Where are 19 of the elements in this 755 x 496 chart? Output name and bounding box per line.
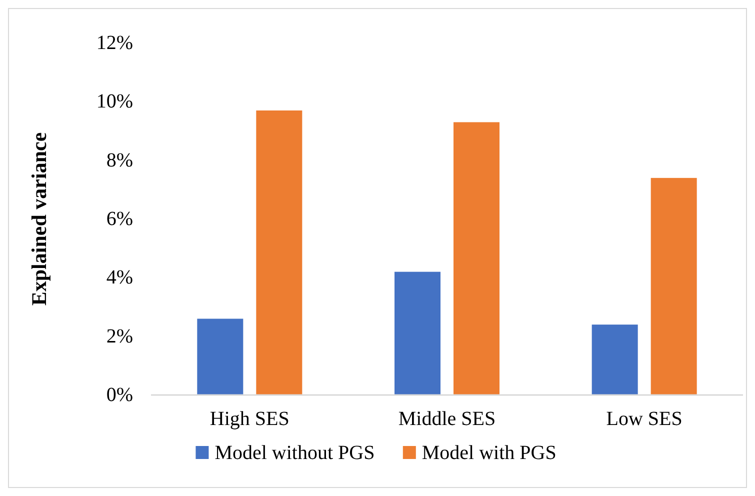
bar xyxy=(256,110,302,395)
y-tick-label: 2% xyxy=(106,325,133,348)
x-tick-label: Middle SES xyxy=(398,408,496,430)
y-tick-label: 8% xyxy=(106,149,133,172)
y-tick-label: 0% xyxy=(106,384,133,406)
bar xyxy=(454,122,500,395)
bar xyxy=(650,178,697,395)
legend-label: Model with PGS xyxy=(422,442,556,464)
x-tick-label: Low SES xyxy=(606,408,682,430)
bar xyxy=(394,272,440,395)
legend-label: Model without PGS xyxy=(214,442,375,464)
y-axis-title: Explained variance xyxy=(27,132,51,306)
bar xyxy=(592,324,638,395)
y-tick-label: 10% xyxy=(96,90,133,113)
y-tick-label: 4% xyxy=(106,266,133,289)
x-tick-label: High SES xyxy=(210,408,290,430)
y-tick-label: 12% xyxy=(96,32,133,54)
y-tick-label: 6% xyxy=(106,208,133,230)
bar xyxy=(197,318,244,395)
